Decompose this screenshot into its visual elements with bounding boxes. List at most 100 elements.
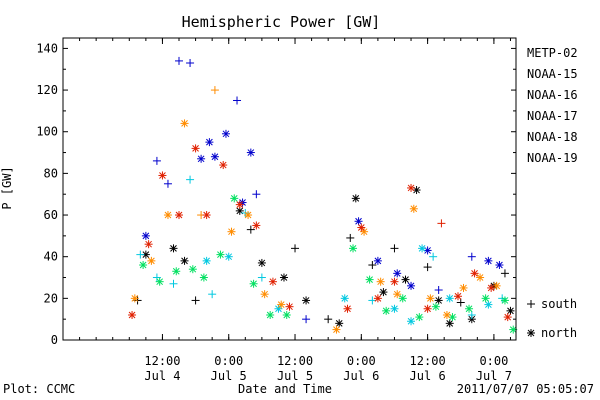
x-tick-date-label: Jul 6 [410, 369, 446, 383]
data-point [130, 294, 139, 303]
data-point [136, 250, 145, 259]
data-point [257, 273, 266, 282]
data-point [445, 294, 454, 303]
data-point [191, 144, 200, 153]
series-noaa-16 [136, 175, 507, 326]
data-point [332, 325, 341, 334]
data-points [128, 56, 518, 334]
series-noaa-18 [130, 86, 501, 334]
data-point [144, 240, 153, 249]
data-point [376, 277, 385, 286]
data-point [503, 313, 512, 322]
y-axis-label: P [GW] [0, 166, 14, 209]
data-point [210, 152, 219, 161]
data-point [252, 190, 261, 199]
data-point [506, 306, 515, 315]
data-point [418, 244, 427, 253]
data-point [434, 296, 443, 305]
data-point [500, 269, 509, 278]
data-point [445, 319, 454, 328]
data-point [467, 252, 476, 261]
data-point [368, 296, 377, 305]
data-point [434, 286, 443, 295]
y-tick-label: 60 [44, 208, 58, 222]
data-point [186, 175, 195, 184]
data-point [249, 279, 258, 288]
y-tick-label: 20 [44, 291, 58, 305]
data-point [257, 258, 266, 267]
series-legend: METP-02 NOAA-15 NOAA-16 NOAA-17 NOAA-18 NOAA-… [527, 46, 578, 165]
data-point [393, 290, 402, 299]
plot-frame [62, 37, 517, 341]
data-point [246, 148, 255, 157]
data-point [302, 296, 311, 305]
series-noaa-19 [128, 144, 512, 322]
data-point [147, 256, 156, 265]
x-tick-date-label: Jul 6 [343, 369, 379, 383]
series-noaa-15 [141, 56, 504, 324]
data-point [199, 273, 208, 282]
data-point [246, 225, 255, 234]
data-point [169, 244, 178, 253]
y-axis-ticks: 0 20 40 60 80 100 120 140 [36, 41, 516, 347]
data-point [233, 96, 242, 105]
data-point [230, 194, 239, 203]
data-point [459, 283, 468, 292]
data-point [152, 273, 161, 282]
data-point [252, 221, 261, 230]
data-point [500, 296, 509, 305]
series-noaa-17 [139, 194, 518, 334]
data-point [227, 227, 236, 236]
data-point [216, 250, 225, 259]
data-point [360, 227, 369, 236]
data-point [169, 279, 178, 288]
data-point [470, 269, 479, 278]
data-point [279, 273, 288, 282]
data-point [346, 233, 355, 242]
data-point [351, 194, 360, 203]
data-point [415, 313, 424, 322]
data-point [373, 256, 382, 265]
data-point [409, 204, 418, 213]
data-point [163, 179, 172, 188]
data-point [274, 304, 283, 313]
data-point [302, 315, 311, 324]
x-tick-time-label: 0:00 [479, 354, 508, 368]
data-point [285, 302, 294, 311]
x-tick-date-label: Jul 5 [211, 369, 247, 383]
data-point [268, 277, 277, 286]
legend-label-north: north [541, 326, 577, 340]
y-tick-label: 140 [36, 41, 58, 55]
data-point [180, 256, 189, 265]
legend-label-south: south [541, 297, 577, 311]
data-point [158, 171, 167, 180]
data-point [141, 231, 150, 240]
data-point [390, 304, 399, 313]
data-point [219, 161, 228, 170]
data-point [390, 244, 399, 253]
data-point [509, 325, 518, 334]
data-point [484, 300, 493, 309]
x-tick-time-label: 0:00 [347, 354, 376, 368]
x-tick-time-label: 12:00 [144, 354, 180, 368]
data-point [210, 86, 219, 95]
data-point [340, 294, 349, 303]
legend-marker-north [527, 329, 535, 337]
x-axis-label: Date and Time [238, 382, 332, 396]
data-point [208, 290, 217, 299]
data-point [235, 200, 244, 209]
data-point [357, 223, 366, 232]
data-point [349, 244, 358, 253]
x-tick-time-label: 0:00 [214, 354, 243, 368]
data-point [224, 252, 233, 261]
y-tick-label: 120 [36, 83, 58, 97]
data-point [495, 261, 504, 270]
data-point [390, 277, 399, 286]
data-point [484, 256, 493, 265]
data-point [139, 261, 148, 270]
data-point [401, 275, 410, 284]
data-point [354, 217, 363, 226]
data-point [426, 294, 435, 303]
data-point [437, 219, 446, 228]
